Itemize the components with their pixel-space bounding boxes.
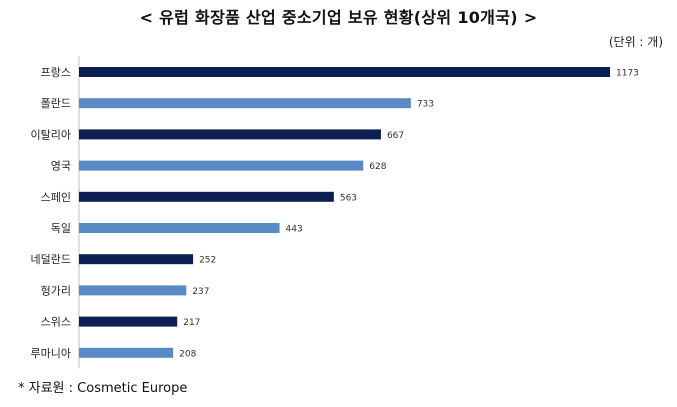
chart-title: < 유럽 화장품 산업 중소기업 보유 현황(상위 10개국) > bbox=[139, 8, 538, 27]
bar bbox=[79, 129, 381, 140]
category-label: 스위스 bbox=[41, 316, 71, 329]
category-label: 이탈리아 bbox=[31, 128, 71, 141]
value-label: 733 bbox=[417, 100, 434, 110]
category-label: 헝가리 bbox=[41, 284, 71, 297]
category-label: 영국 bbox=[51, 160, 71, 173]
value-label: 667 bbox=[387, 131, 404, 141]
category-label: 스페인 bbox=[41, 191, 71, 204]
bar bbox=[79, 98, 411, 109]
category-label: 독일 bbox=[51, 221, 71, 235]
value-label: 252 bbox=[199, 256, 216, 266]
value-label: 217 bbox=[183, 318, 200, 328]
bar bbox=[79, 347, 174, 358]
category-label: 폴란드 bbox=[41, 97, 71, 110]
unit-label: (단위 : 개) bbox=[608, 35, 663, 49]
bar bbox=[79, 223, 280, 233]
category-label: 프랑스 bbox=[41, 66, 71, 79]
bar bbox=[79, 160, 364, 171]
bar bbox=[79, 67, 610, 77]
value-label: 208 bbox=[179, 349, 196, 359]
bar bbox=[79, 191, 334, 202]
value-label: 563 bbox=[340, 193, 357, 203]
value-label: 628 bbox=[369, 162, 386, 172]
source-note: * 자료원 : Cosmetic Europe bbox=[18, 381, 188, 396]
value-label: 443 bbox=[286, 225, 303, 235]
category-label: 루마니아 bbox=[31, 347, 71, 360]
bar bbox=[79, 254, 194, 265]
value-label: 1173 bbox=[616, 69, 639, 79]
bar bbox=[79, 316, 178, 327]
category-label: 네덜란드 bbox=[31, 253, 71, 266]
bar bbox=[79, 285, 187, 296]
value-label: 237 bbox=[192, 287, 209, 297]
